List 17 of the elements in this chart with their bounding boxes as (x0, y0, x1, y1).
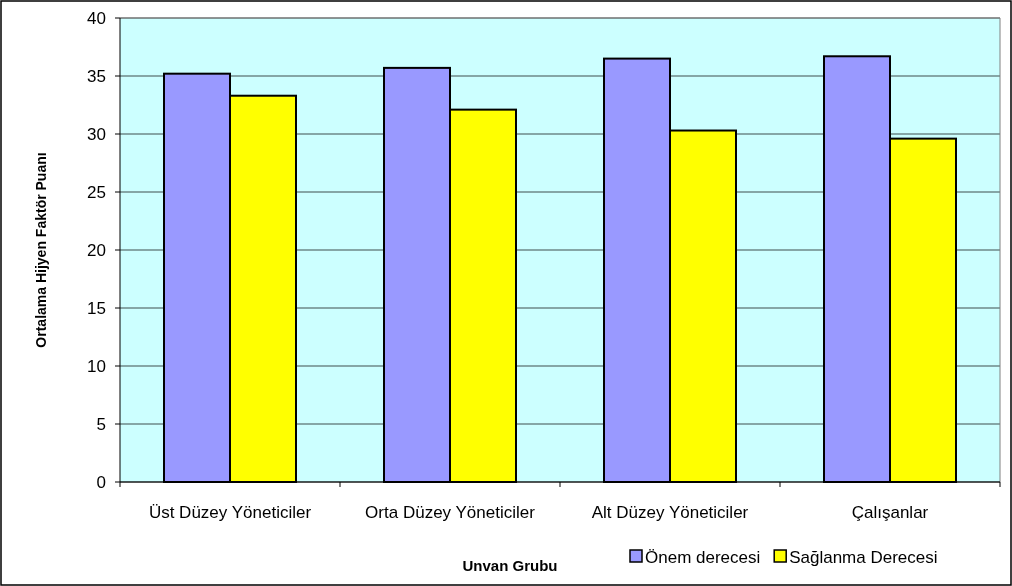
y-tick-label: 20 (87, 240, 106, 260)
y-tick-label: 0 (96, 472, 106, 492)
legend-label: Önem derecesi (645, 547, 761, 567)
x-tick-label: Orta Düzey Yöneticiler (365, 503, 536, 522)
x-tick-label: Alt Düzey Yöneticiler (591, 503, 749, 522)
x-axis-title: Unvan Grubu (462, 557, 558, 574)
y-tick-label: 15 (87, 298, 106, 318)
legend-label: Sağlanma Derecesi (789, 547, 938, 567)
y-tick-label: 5 (96, 414, 106, 434)
y-tick-label: 25 (87, 182, 106, 202)
y-tick-label: 35 (87, 66, 106, 86)
y-axis-title: Ortalama Hijyen Faktör Puanı (33, 152, 49, 348)
y-tick-label: 30 (87, 124, 106, 144)
x-tick-label: Üst Düzey Yöneticiler (148, 503, 312, 522)
y-tick-label: 40 (87, 8, 106, 28)
y-tick-label: 10 (87, 356, 106, 376)
x-tick-label: Çalışanlar (851, 503, 929, 522)
